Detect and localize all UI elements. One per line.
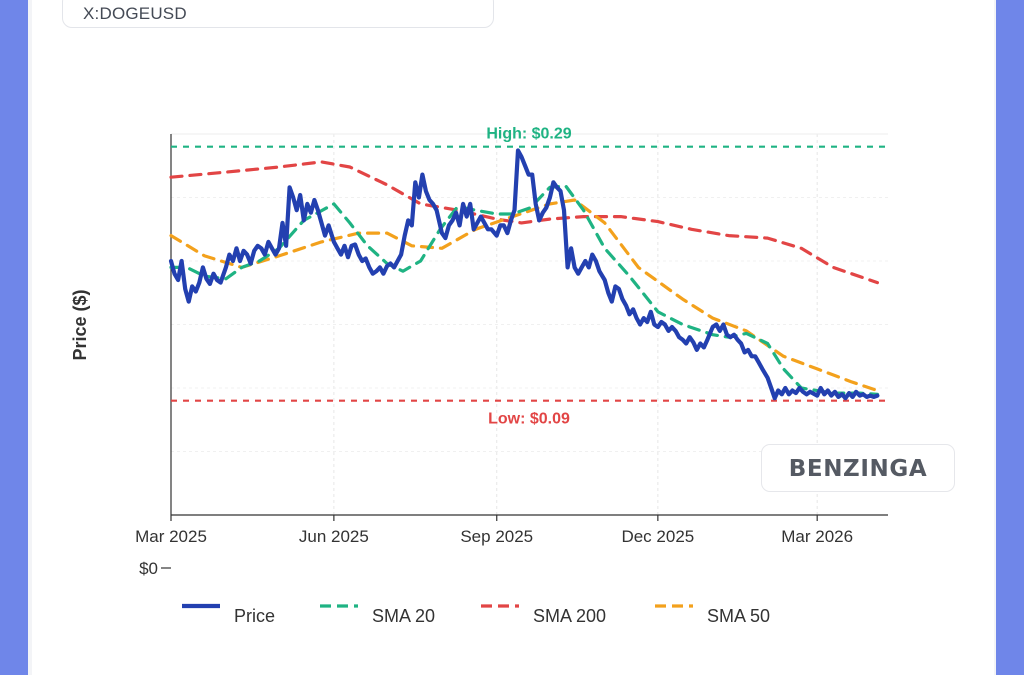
x-tick-label: Sep 2025	[460, 527, 533, 546]
y-axis-title: Price ($)	[70, 289, 90, 360]
axis-labels: Mar 2025 Jun 2025 Sep 2025 Dec 2025 Mar 2026…	[70, 289, 853, 578]
watermark-text: BENZINGA	[788, 456, 928, 482]
x-tick-label: Jun 2025	[299, 527, 369, 546]
low-label: Low: $0.09	[488, 411, 570, 428]
high-label: High: $0.29	[486, 126, 571, 143]
legend-label-sma-20: SMA 20	[372, 606, 435, 626]
series-line-price	[168, 148, 880, 401]
x-tick-label: Mar 2026	[781, 527, 853, 546]
chart-card	[28, 0, 996, 675]
legend-label-price: Price	[234, 606, 275, 626]
chart-grid	[171, 133, 888, 515]
series-line-sma-20	[169, 184, 880, 396]
legend-label-sma-50: SMA 50	[707, 606, 770, 626]
chart-card-inner	[32, 0, 994, 675]
x-tick-label: Mar 2025	[135, 527, 207, 546]
chart-axes	[170, 134, 888, 521]
x-tick-label: Dec 2025	[621, 527, 694, 546]
series-line-sma-200	[169, 160, 880, 285]
ticker-symbol: X:DOGEUSD	[83, 4, 187, 23]
reference-lines: High: $0.29 Low: $0.09	[171, 126, 888, 428]
series-lines	[168, 148, 880, 401]
y-tick-label: $0	[139, 559, 158, 578]
ticker-box	[62, 0, 494, 28]
benzinga-watermark: BENZINGA	[761, 444, 955, 492]
series-line-sma-50	[169, 198, 880, 393]
chart-legend[interactable]: Price SMA 20 SMA 200 SMA 50	[182, 603, 770, 626]
legend-label-sma-200: SMA 200	[533, 606, 606, 626]
